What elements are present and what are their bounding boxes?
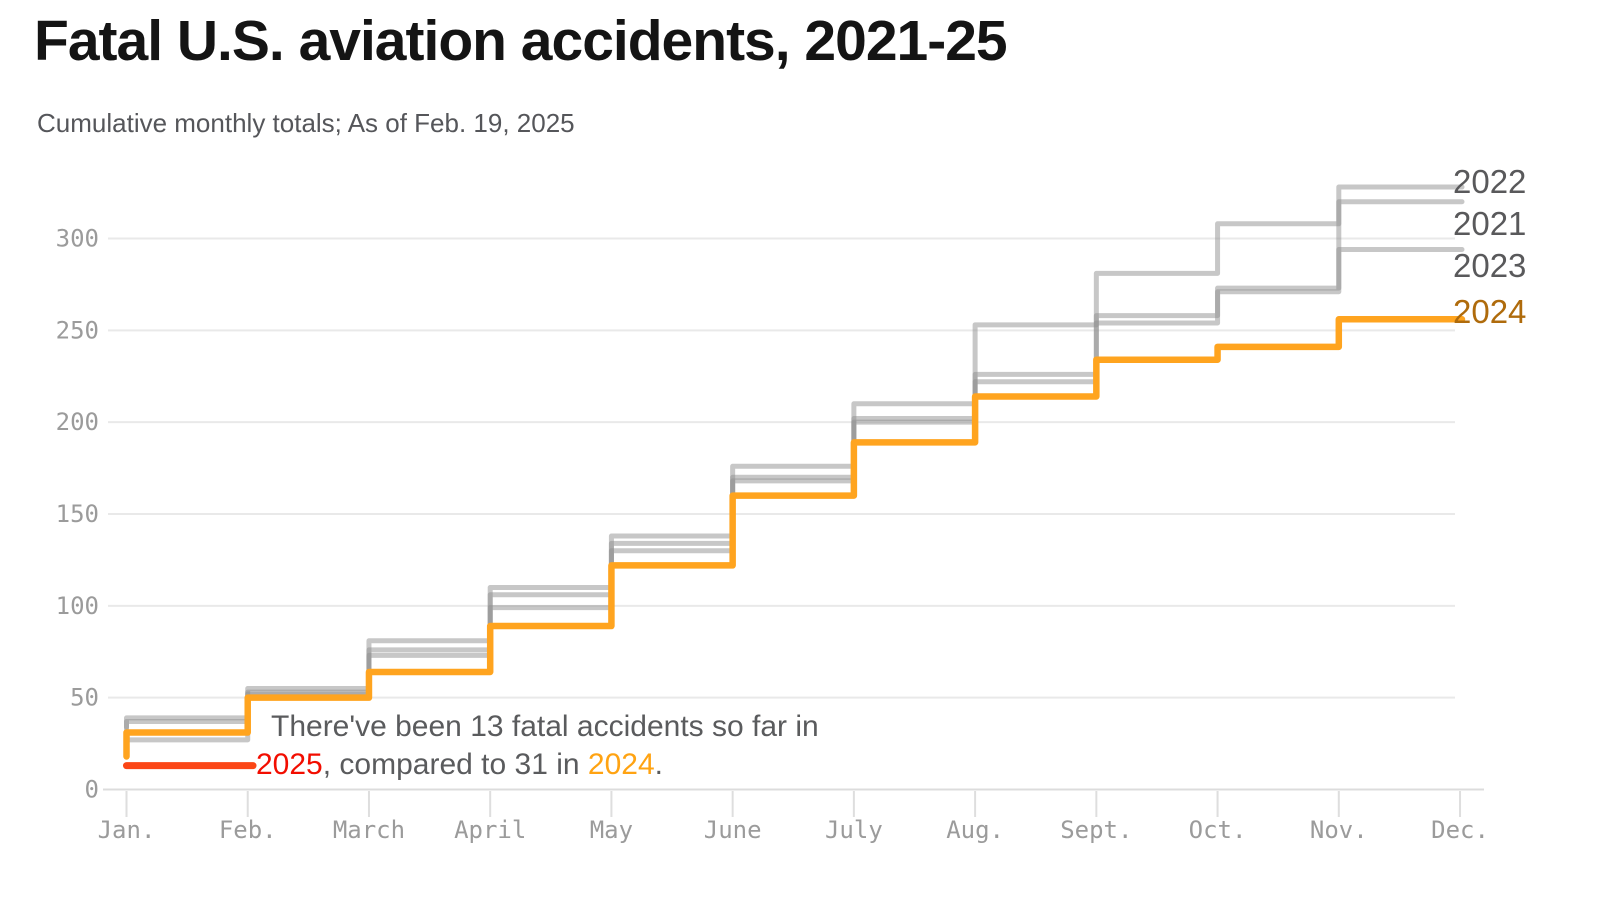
chart-subtitle: Cumulative monthly totals; As of Feb. 19… [37,108,575,138]
year-label-2021: 2021 [1453,205,1527,242]
x-tick-label-April: April [454,816,526,844]
y-tick-label-0: 0 [85,776,99,804]
y-tick-label-200: 200 [56,408,99,436]
x-tick-label-May: May [590,816,633,844]
annotation-2024-value: 2024 [587,748,655,781]
x-tick-label-Jan: Jan. [98,816,156,844]
year-label-2024: 2024 [1453,293,1527,330]
x-axis-group: Jan. Feb. March April May June July Aug. Sept. Oc… [98,791,1489,844]
x-tick-label-Aug: Aug. [946,816,1004,844]
series-line-2023 [124,247,1465,752]
x-tick-label-Oct: Oct. [1189,816,1247,844]
chart-title: Fatal U.S. aviation accidents, 2021-25 [34,9,1008,73]
gridlines-group [103,237,1484,791]
annotation-line2: 2025, compared to 31 in 2024. [256,746,819,784]
year-label-2022: 2022 [1453,163,1527,200]
year-label-2023: 2023 [1453,247,1527,284]
y-axis-labels-group: 0 50 100 150 200 250 300 [56,224,99,803]
x-tick-label-Dec: Dec. [1431,816,1489,844]
annotation-period: . [654,748,663,781]
x-tick-label-Sept: Sept. [1060,816,1132,844]
annotation-2025-value: 2025 [256,748,323,781]
y-tick-label-150: 150 [56,500,99,528]
annotation: There've been 13 fatal accidents so far … [256,708,819,784]
y-tick-label-50: 50 [70,684,99,712]
x-tick-label-March: March [333,816,405,844]
x-tick-label-Nov: Nov. [1310,816,1368,844]
y-tick-label-100: 100 [56,592,99,620]
y-tick-label-300: 300 [56,224,99,252]
series-line-2022 [124,184,1465,734]
series-line-2024 [123,316,1466,760]
x-tick-label-July: July [825,816,883,844]
x-tick-label-June: June [704,816,762,844]
annotation-line1: There've been 13 fatal accidents so far … [271,710,819,743]
series-lines-group [123,184,1466,770]
x-tick-label-Feb: Feb. [219,816,277,844]
y-tick-label-250: 250 [56,316,99,344]
annotation-middle-text: , compared to 31 in [322,748,588,781]
